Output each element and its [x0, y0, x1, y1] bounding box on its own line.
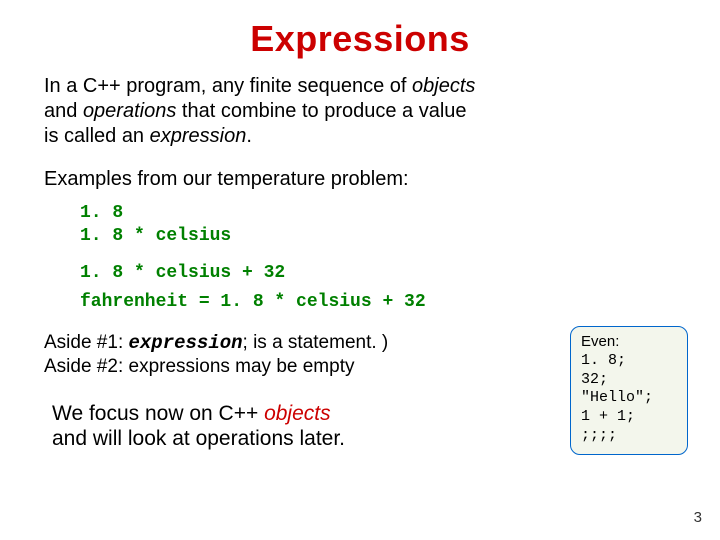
code-example-1: 1. 8 1. 8 * celsius [80, 202, 720, 247]
aside-code-italic: expression [129, 332, 243, 354]
slide: Expressions In a C++ program, any finite… [0, 0, 720, 540]
code-line: 1. 8 [80, 202, 720, 225]
intro-text: . [246, 125, 252, 147]
code-line: fahrenheit = 1. 8 * celsius + 32 [80, 288, 720, 317]
code-line: 1. 8 * celsius + 32 [80, 259, 720, 288]
callout-line: ;;;; [581, 427, 677, 446]
intro-paragraph: In a C++ program, any finite sequence of… [44, 74, 660, 149]
intro-italic-objects: objects [412, 75, 475, 97]
intro-text: and [44, 100, 83, 122]
callout-line: 1. 8; [581, 352, 677, 371]
code-example-2: 1. 8 * celsius + 32 fahrenheit = 1. 8 * … [80, 259, 720, 317]
intro-italic-expression: expression [150, 125, 247, 147]
focus-text: and will look at operations later. [52, 427, 345, 450]
callout-heading: Even: [581, 333, 677, 352]
aside-text: Aside #1: [44, 332, 129, 353]
intro-italic-operations: operations [83, 100, 176, 122]
slide-title: Expressions [0, 0, 720, 60]
focus-text: We focus now on C++ [52, 402, 264, 425]
page-number: 3 [694, 509, 702, 526]
code-line: 1. 8 * celsius [80, 225, 720, 248]
callout-line: "Hello"; [581, 389, 677, 408]
callout-line: 32; [581, 371, 677, 390]
intro-text: is called an [44, 125, 150, 147]
callout-box: Even: 1. 8; 32; "Hello"; 1 + 1; ;;;; [570, 326, 688, 455]
intro-text: In a C++ program, any finite sequence of [44, 75, 412, 97]
aside-text: ; is a statement. ) [243, 332, 389, 353]
focus-italic-objects: objects [264, 402, 331, 425]
examples-lead: Examples from our temperature problem: [44, 167, 660, 192]
callout-line: 1 + 1; [581, 408, 677, 427]
intro-text: that combine to produce a value [176, 100, 466, 122]
